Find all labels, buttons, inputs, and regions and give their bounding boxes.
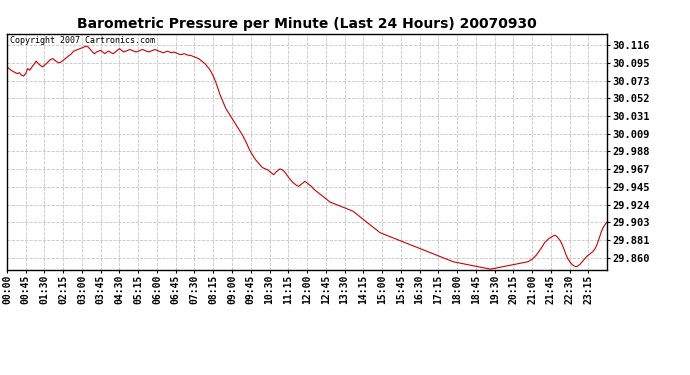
Title: Barometric Pressure per Minute (Last 24 Hours) 20070930: Barometric Pressure per Minute (Last 24 … xyxy=(77,17,537,31)
Text: Copyright 2007 Cartronics.com: Copyright 2007 Cartronics.com xyxy=(10,36,155,45)
